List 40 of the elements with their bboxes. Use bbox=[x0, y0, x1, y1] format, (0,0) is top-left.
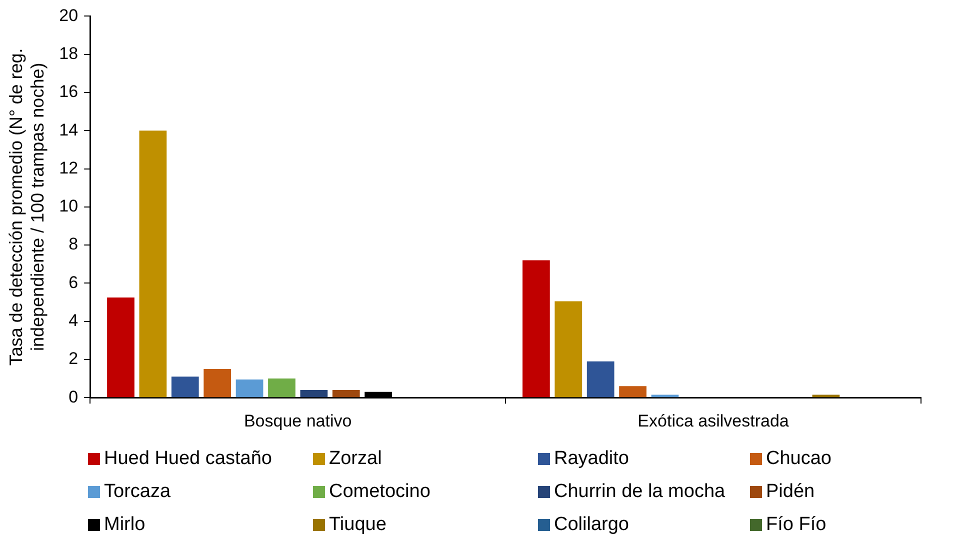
legend-label: Hued Hued castaño bbox=[104, 448, 272, 470]
y-tick-label: 14 bbox=[59, 120, 78, 140]
legend-label: Zorzal bbox=[329, 448, 382, 470]
bar bbox=[300, 390, 328, 398]
y-tick-label: 2 bbox=[68, 349, 78, 368]
legend-label: Mirlo bbox=[104, 514, 146, 536]
y-tick-label: 6 bbox=[68, 272, 78, 292]
legend-label: Colilargo bbox=[554, 514, 629, 536]
bar bbox=[522, 260, 550, 398]
bar bbox=[554, 301, 582, 398]
bar bbox=[812, 394, 840, 398]
legend-label: Churrin de la mocha bbox=[554, 481, 726, 503]
y-tick-label: 18 bbox=[59, 44, 78, 64]
y-tick-label: 16 bbox=[59, 82, 78, 102]
y-axis-title: Tasa de detección promedio (N° de reg. independiente / 100 trampas noche) bbox=[6, 48, 48, 366]
y-tick-label: 20 bbox=[59, 6, 78, 25]
bar bbox=[619, 386, 646, 398]
y-tick-label: 10 bbox=[59, 196, 78, 216]
legend-label: Chucao bbox=[766, 448, 832, 470]
bar bbox=[107, 297, 134, 398]
legend-label: Cometocino bbox=[329, 481, 430, 503]
bar bbox=[268, 378, 296, 398]
y-tick-label: 8 bbox=[68, 234, 78, 254]
legend-label: Fío Fío bbox=[766, 514, 826, 536]
x-tick-label: Bosque nativo bbox=[244, 411, 352, 430]
y-tick-label: 4 bbox=[68, 311, 78, 330]
bar bbox=[139, 130, 167, 398]
legend-label: Pidén bbox=[766, 481, 815, 503]
bar bbox=[586, 361, 614, 398]
legend-label: Torcaza bbox=[104, 481, 171, 503]
bar bbox=[236, 379, 264, 398]
legend-label: Rayadito bbox=[554, 448, 629, 470]
bar bbox=[204, 368, 232, 398]
y-tick-label: 0 bbox=[68, 387, 78, 406]
bar bbox=[171, 376, 199, 398]
y-tick-label: 12 bbox=[59, 158, 78, 178]
x-tick-label: Exótica asilvestrada bbox=[638, 411, 790, 430]
bar bbox=[332, 390, 360, 398]
bar bbox=[651, 394, 679, 398]
legend-label: Tiuque bbox=[329, 514, 386, 536]
